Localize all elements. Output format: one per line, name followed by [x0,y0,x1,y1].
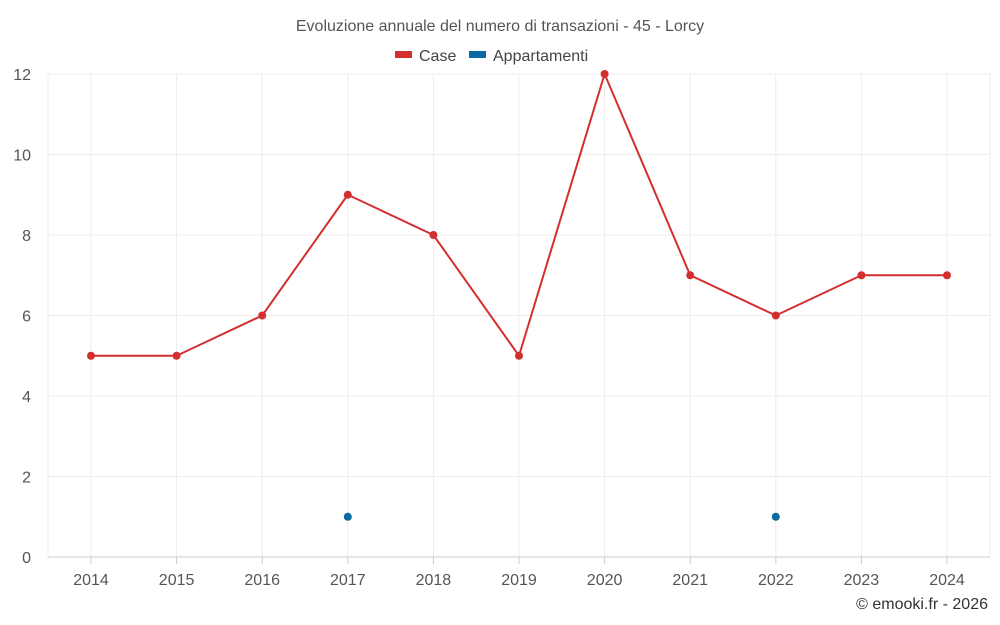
y-tick-label: 10 [13,148,31,165]
gridlines [47,73,991,557]
data-point-case[interactable] [515,351,523,360]
credit-text: © emooki.fr - 2026 [856,596,988,613]
y-tick-label: 8 [22,228,31,245]
series-case [87,70,951,360]
series-appartamenti [343,512,780,521]
chart-title: Evoluzione annuale del numero di transaz… [296,18,704,35]
data-point-case[interactable] [172,351,181,360]
x-tick-label: 2014 [73,572,109,589]
legend-swatch-case [395,51,412,58]
y-tick-label: 12 [13,67,31,84]
x-tick-label: 2018 [416,572,452,589]
y-tick-label: 0 [22,550,31,567]
legend-label-appartamenti: Appartamenti [493,48,588,65]
x-tick-label: 2016 [244,572,280,589]
x-tick-label: 2021 [672,572,708,589]
data-point-case[interactable] [943,271,951,280]
data-point-case[interactable] [686,271,695,280]
data-point-case[interactable] [857,271,866,280]
x-tick-label: 2019 [501,572,537,589]
data-point-case[interactable] [771,311,780,320]
x-tick-label: 2024 [929,572,965,589]
y-axis-ticks: 0 2 4 6 8 10 12 [13,67,31,567]
x-tick-label: 2015 [159,572,195,589]
x-tick-label: 2023 [844,572,880,589]
x-tick-label: 2017 [330,572,366,589]
y-tick-label: 4 [22,389,31,406]
data-point-case[interactable] [343,190,352,199]
legend-item-appartamenti[interactable]: Appartamenti [469,48,588,65]
legend: Case Appartamenti [395,48,588,65]
legend-item-case[interactable]: Case [395,48,456,65]
y-tick-label: 6 [22,309,31,326]
data-point-case[interactable] [87,351,95,360]
data-point-appartamenti[interactable] [771,512,780,521]
data-point-case[interactable] [429,231,438,239]
y-tick-label: 2 [22,470,31,487]
x-tick-label: 2020 [587,572,623,589]
data-point-case[interactable] [258,311,267,320]
legend-swatch-appartamenti [469,51,486,58]
legend-label-case: Case [419,48,456,65]
data-point-appartamenti[interactable] [343,512,352,521]
x-tick-label: 2022 [758,572,794,589]
data-point-case[interactable] [600,70,609,78]
x-axis-ticks: 2014 2015 2016 2017 2018 2019 2020 2021 2022 2023… [73,557,965,589]
